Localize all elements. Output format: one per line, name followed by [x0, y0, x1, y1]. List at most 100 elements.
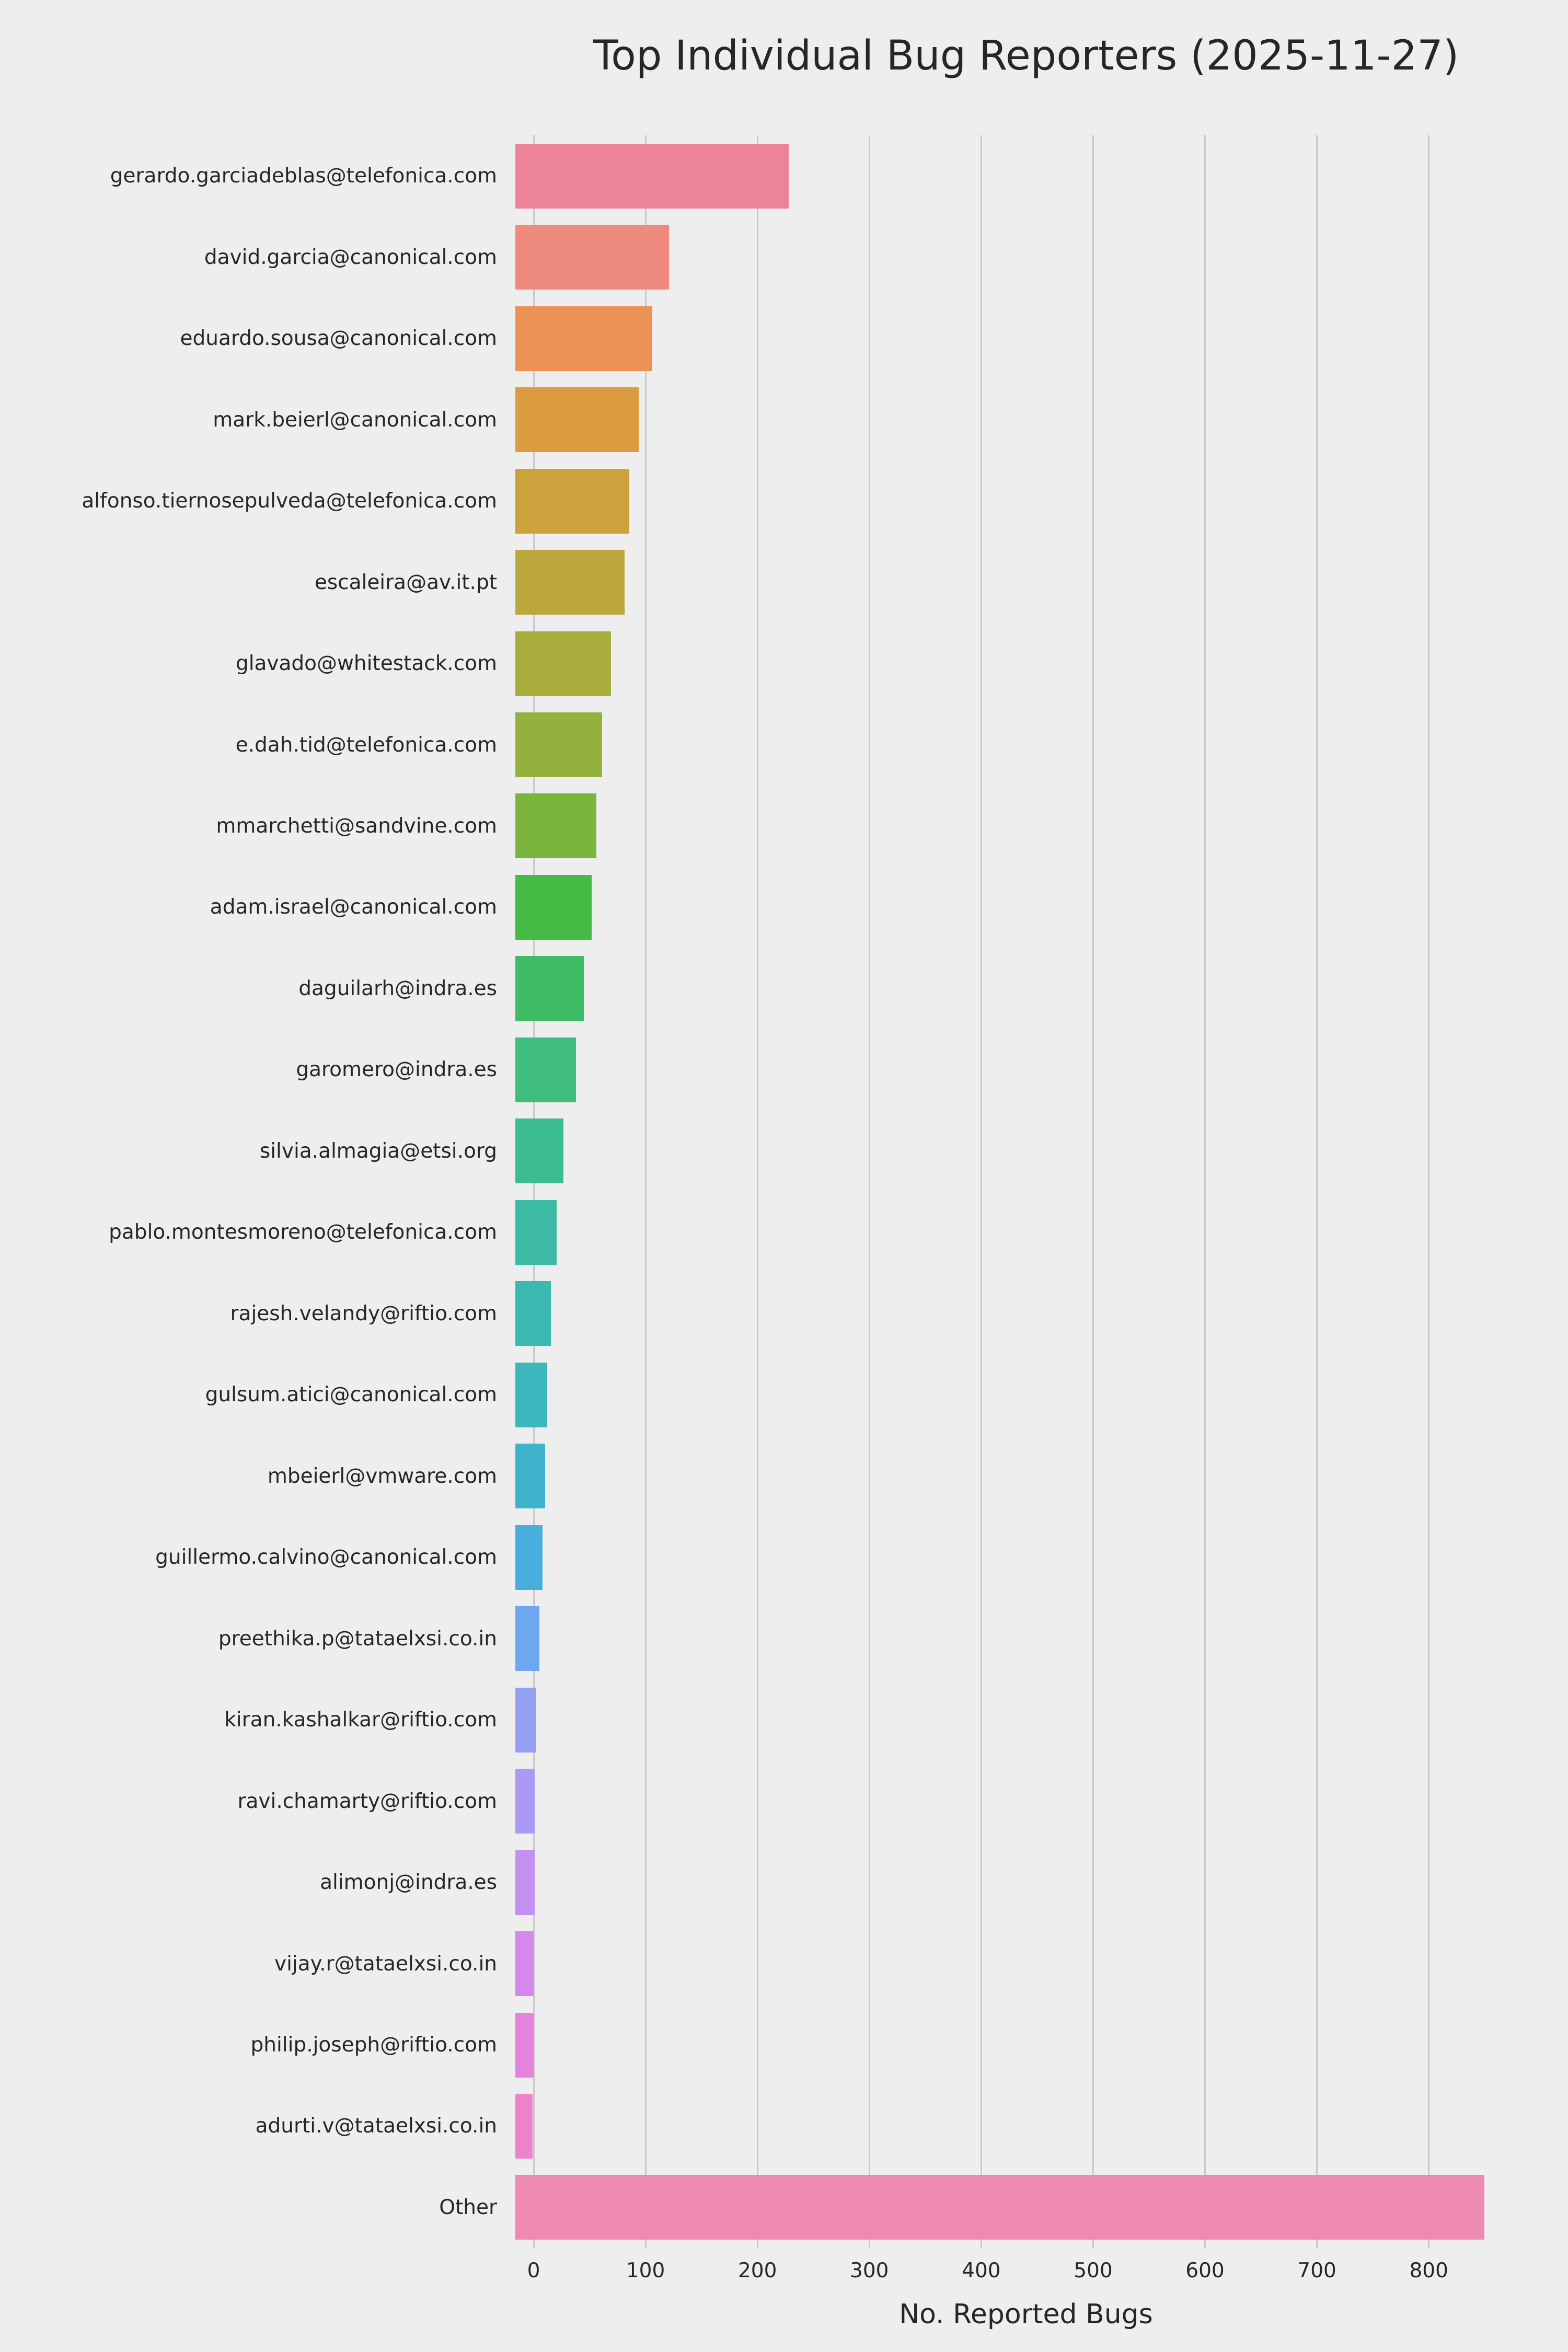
bar-track — [515, 623, 1518, 704]
bar-row: mbeierl@vmware.com — [0, 1436, 1518, 1517]
category-label: mmarchetti@sandvine.com — [216, 814, 497, 838]
bar-row: alimonj@indra.es — [0, 1842, 1518, 1923]
bar-rows-container: gerardo.garciadeblas@telefonica.com david… — [0, 135, 1518, 2248]
gridline — [756, 135, 758, 2248]
gridline — [1092, 135, 1094, 2248]
bar-track — [515, 541, 1518, 622]
x-axis-label: No. Reported Bugs — [899, 2299, 1153, 2330]
bar — [515, 956, 584, 1021]
bar-track — [515, 2085, 1518, 2166]
bar-track — [515, 1436, 1518, 1517]
bar-track — [515, 1679, 1518, 1760]
bar — [515, 387, 639, 453]
category-label: eduardo.sousa@canonical.com — [180, 327, 498, 351]
bar-track — [515, 1111, 1518, 1192]
bar-row: adam.israel@canonical.com — [0, 867, 1518, 948]
bar-track — [515, 1517, 1518, 1598]
category-label: gerardo.garciadeblas@telefonica.com — [110, 164, 497, 188]
x-tick-label: 600 — [1185, 2259, 1225, 2282]
bar-row: guillermo.calvino@canonical.com — [0, 1517, 1518, 1598]
category-label: alfonso.tiernosepulveda@telefonica.com — [82, 489, 497, 513]
category-label: philip.joseph@riftio.com — [250, 2033, 497, 2057]
bar-row: gerardo.garciadeblas@telefonica.com — [0, 135, 1518, 216]
category-label: ravi.chamarty@riftio.com — [237, 1789, 497, 1813]
bar-row: silvia.almagia@etsi.org — [0, 1111, 1518, 1192]
category-label: garomero@indra.es — [296, 1058, 497, 1082]
x-tick-label: 300 — [850, 2259, 889, 2282]
bar-row: preethika.p@tataelxsi.co.in — [0, 1598, 1518, 1679]
x-tick-label: 700 — [1297, 2259, 1336, 2282]
bar-row: garomero@indra.es — [0, 1029, 1518, 1110]
gridline — [533, 135, 535, 2248]
bar — [515, 468, 630, 534]
category-label: silvia.almagia@etsi.org — [259, 1139, 497, 1163]
chart-title: Top Individual Bug Reporters (2025-11-27… — [593, 32, 1459, 79]
bar — [515, 2175, 1484, 2240]
bar-track — [515, 298, 1518, 379]
bar — [515, 631, 612, 696]
bar-track — [515, 2004, 1518, 2085]
bar-row: Other — [0, 2167, 1518, 2248]
bar — [515, 1525, 543, 1590]
category-label: glavado@whitestack.com — [235, 652, 497, 676]
bar-track — [515, 1923, 1518, 2004]
bar — [515, 225, 670, 290]
bar — [515, 1200, 557, 1265]
category-label: guillermo.calvino@canonical.com — [155, 1546, 497, 1570]
bar-track — [515, 1354, 1518, 1435]
bar-track — [515, 867, 1518, 948]
bar-row: mmarchetti@sandvine.com — [0, 786, 1518, 867]
bar-row: escaleira@av.it.pt — [0, 541, 1518, 622]
x-tick-label: 100 — [626, 2259, 665, 2282]
x-tick-label: 800 — [1409, 2259, 1448, 2282]
category-label: adam.israel@canonical.com — [210, 895, 497, 919]
gridline — [1428, 135, 1430, 2248]
bar-row: ravi.chamarty@riftio.com — [0, 1760, 1518, 1841]
bar — [515, 1362, 548, 1427]
bar-row: eduardo.sousa@canonical.com — [0, 298, 1518, 379]
bar-track — [515, 1192, 1518, 1273]
category-label: rajesh.velandy@riftio.com — [230, 1301, 497, 1325]
bar — [515, 1037, 576, 1102]
bar — [515, 1850, 535, 1915]
bar-row: mark.beierl@canonical.com — [0, 379, 1518, 460]
bar — [515, 712, 602, 778]
bar — [515, 1281, 551, 1346]
category-label: pablo.montesmoreno@telefonica.com — [109, 1220, 497, 1244]
bar-row: philip.joseph@riftio.com — [0, 2004, 1518, 2085]
bar — [515, 1931, 534, 1997]
bar — [515, 550, 625, 615]
bar-row: kiran.kashalkar@riftio.com — [0, 1679, 1518, 1760]
bar — [515, 874, 592, 940]
bar — [515, 793, 596, 859]
category-label: e.dah.tid@telefonica.com — [235, 733, 497, 757]
bar-track — [515, 460, 1518, 541]
bar-track — [515, 216, 1518, 297]
x-tick-label: 400 — [962, 2259, 1001, 2282]
gridline — [1204, 135, 1206, 2248]
category-label: mbeierl@vmware.com — [267, 1464, 497, 1488]
bar-track — [515, 1273, 1518, 1354]
category-label: gulsum.atici@canonical.com — [205, 1383, 497, 1407]
bar-track — [515, 704, 1518, 785]
bar-row: e.dah.tid@telefonica.com — [0, 704, 1518, 785]
category-label: mark.beierl@canonical.com — [213, 408, 497, 432]
bar-row: vijay.r@tataelxsi.co.in — [0, 1923, 1518, 2004]
bar-track — [515, 135, 1518, 216]
bar-row: glavado@whitestack.com — [0, 623, 1518, 704]
bar-track — [515, 1029, 1518, 1110]
gridline — [868, 135, 870, 2248]
x-tick-label: 500 — [1074, 2259, 1113, 2282]
bar — [515, 2093, 533, 2159]
x-tick-label: 200 — [737, 2259, 777, 2282]
category-label: adurti.v@tataelxsi.co.in — [255, 2114, 497, 2138]
bar — [515, 143, 789, 209]
bar — [515, 306, 652, 371]
x-axis-ticks: 0 100 200 300 400 500 600 700 800 — [527, 2259, 1518, 2285]
category-label: david.garcia@canonical.com — [204, 245, 497, 269]
bar — [515, 2012, 534, 2078]
plot-area — [533, 135, 1518, 2248]
category-label: escaleira@av.it.pt — [314, 570, 497, 594]
bar — [515, 1119, 563, 1184]
